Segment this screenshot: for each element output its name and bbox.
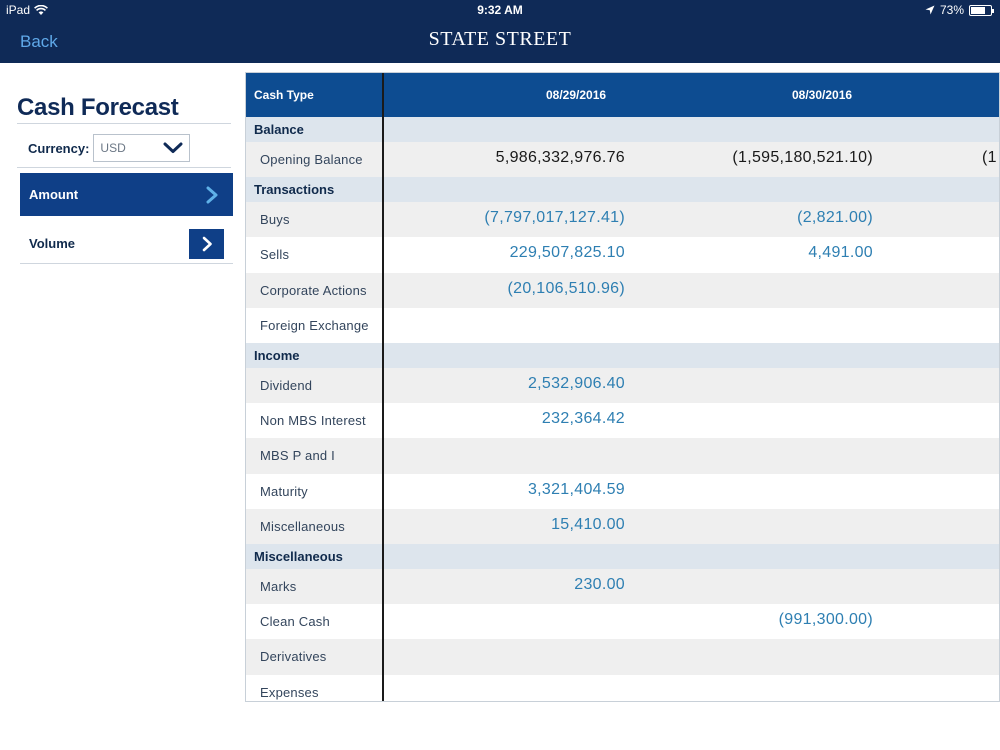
chevron-right-icon [202,236,212,251]
column-divider [382,73,384,701]
status-right: 73% [925,3,994,17]
row-label: Marks [260,579,297,594]
table-row[interactable]: Corporate Actions (20,106,510.96) [246,272,999,308]
nav-item-label: Amount [29,187,79,202]
table-row[interactable]: Derivatives [246,639,999,675]
page-title: Cash Forecast [17,94,179,121]
chevron-right-icon [206,186,218,203]
table-row[interactable]: Clean Cash (991,300.00) [246,604,999,640]
currency-value: USD [100,141,126,155]
device-label: iPad [6,3,31,17]
table-cell: (991,300.00) [778,611,873,629]
row-label: Buys [260,212,290,228]
table-cell: 5,986,332,976.76 [495,149,625,166]
row-label: MBS P and I [260,448,335,464]
row-label: Maturity [260,483,308,499]
currency-select[interactable]: USD [93,134,191,162]
section-label: Balance [254,122,304,137]
row-label: Opening Balance [260,152,363,167]
battery-percent: 73% [939,3,964,17]
table-header: Cash Type 08/29/2016 08/30/2016 [246,73,999,117]
table-cell: 230.00 [574,576,625,593]
section-label: Miscellaneous [254,549,343,564]
table-cell: 4,491.00 [808,244,873,262]
status-left: iPad [6,3,48,17]
table-cell: (1 [982,149,997,166]
cash-forecast-table[interactable]: Cash Type 08/29/2016 08/30/2016 Balance O… [245,72,1000,702]
section-row: Transactions [246,177,999,203]
table-row[interactable]: Sells 229,507,825.10 4,491.00 [246,237,999,273]
currency-label: Currency: [28,140,90,156]
battery-fill [971,6,985,14]
table-cell: 229,507,825.10 [509,244,625,262]
section-row: Income [246,343,999,368]
row-label: Miscellaneous [260,518,345,534]
row-label: Expenses [260,684,319,700]
row-label: Derivatives [260,649,327,665]
table-row[interactable]: Marks 230.00 [246,569,999,605]
chevron-down-icon [163,142,183,153]
row-label: Foreign Exchange [260,317,369,333]
table-row[interactable]: Foreign Exchange [246,307,999,343]
table-cell: (7,797,017,127.41) [484,209,625,227]
nav-item-volume[interactable]: Volume [20,224,233,264]
table-row[interactable]: Dividend 2,532,906.40 [246,368,999,404]
row-label: Sells [260,247,290,263]
row-label: Clean Cash [260,614,330,630]
table-row[interactable]: Non MBS Interest 232,364.42 [246,403,999,439]
currency-row: Currency: USD [28,134,191,162]
table-cell: (2,821.00) [797,209,873,227]
volume-arrow-button[interactable] [189,228,224,259]
section-row: Miscellaneous [246,544,999,569]
back-button[interactable]: Back [20,32,58,51]
table-row[interactable]: Buys (7,797,017,127.41) (2,821.00) [246,202,999,238]
row-label: Dividend [260,378,313,393]
table-row[interactable]: Opening Balance 5,986,332,976.76 (1,595,18… [246,142,999,178]
table-row[interactable]: MBS P and I [246,438,999,474]
wifi-icon [34,4,48,15]
brand-logo: STATE STREET [428,28,572,50]
top-bar: iPad 9:32 AM 73% Back STATE STREET [0,0,1000,63]
section-row: Balance [246,117,999,142]
table-row[interactable]: Expenses [246,674,999,701]
row-label: Corporate Actions [260,282,367,298]
column-header-date-2[interactable]: 08/30/2016 [792,88,853,102]
divider [17,167,231,168]
table-row[interactable]: Miscellaneous 15,410.00 [246,508,999,544]
table-cell: 2,532,906.40 [527,375,625,392]
column-header-date-1[interactable]: 08/29/2016 [546,88,607,102]
table-cell: (20,106,510.96) [507,279,625,297]
section-label: Transactions [254,182,335,198]
table-cell: 232,364.42 [541,410,625,428]
battery-icon [969,4,994,16]
table-cell: 3,321,404.59 [527,480,625,498]
row-label: Non MBS Interest [260,413,366,429]
table-cell: 15,410.00 [551,515,625,533]
table-row[interactable]: Maturity 3,321,404.59 [246,473,999,509]
nav-item-amount[interactable]: Amount [20,173,233,216]
status-time: 9:32 AM [477,3,523,17]
location-arrow-icon [925,5,935,15]
section-label: Income [254,348,300,363]
column-header-cash-type: Cash Type [254,88,314,102]
table-cell: (1,595,180,521.10) [732,149,873,166]
divider [17,123,231,124]
nav-item-label: Volume [29,236,75,251]
